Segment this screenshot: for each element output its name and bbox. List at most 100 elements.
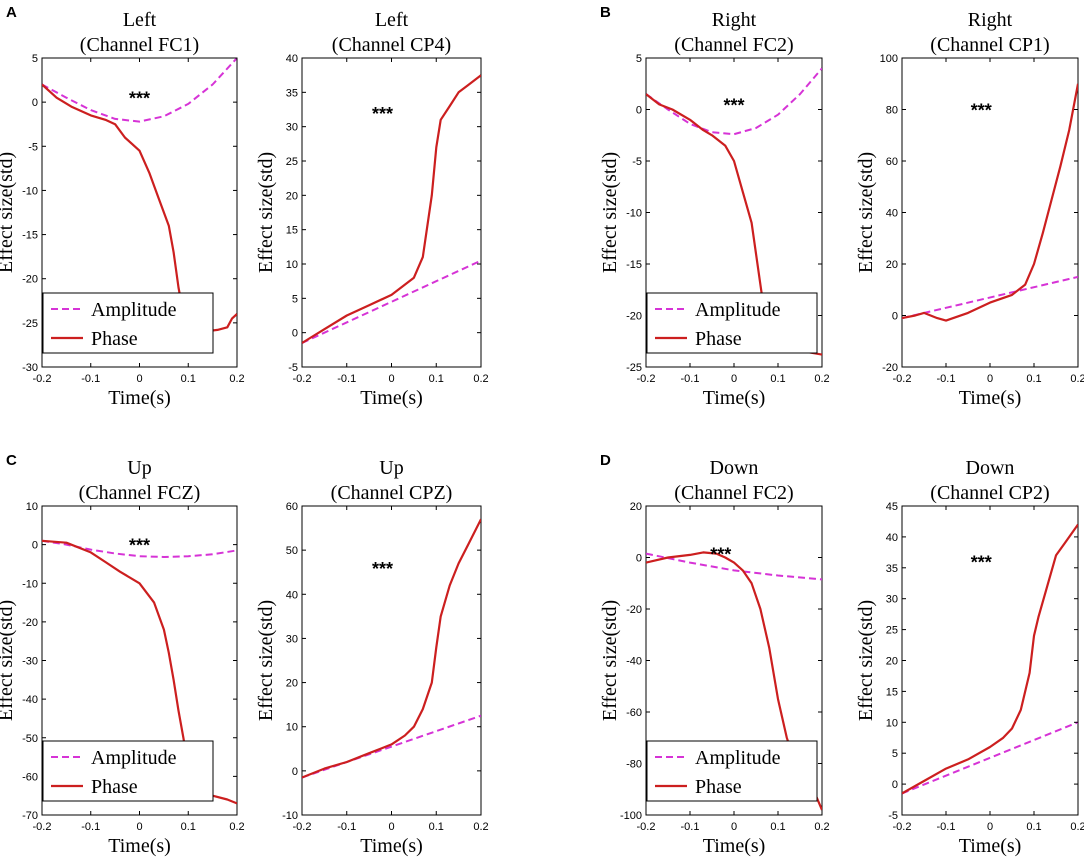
x-tick-label: 0.2 bbox=[814, 821, 829, 833]
x-axis-label: Time(s) bbox=[108, 835, 171, 857]
y-tick-label: -80 bbox=[626, 759, 642, 771]
y-tick-label: -50 bbox=[22, 733, 38, 745]
y-tick-label: 15 bbox=[886, 686, 898, 698]
x-tick-label: -0.2 bbox=[293, 821, 312, 833]
y-tick-label: 45 bbox=[886, 501, 898, 513]
plot-title-line2: (Channel CPZ) bbox=[331, 482, 453, 504]
y-tick-label: 10 bbox=[286, 722, 298, 734]
y-tick-label: 0 bbox=[292, 328, 298, 340]
y-axis-label: Effect size(std) bbox=[255, 600, 277, 721]
significance-stars: *** bbox=[129, 89, 150, 109]
y-tick-label: -20 bbox=[626, 311, 642, 323]
y-tick-label: 10 bbox=[286, 259, 298, 271]
x-tick-label: -0.1 bbox=[937, 821, 956, 833]
y-tick-label: 40 bbox=[286, 589, 298, 601]
y-tick-label: -60 bbox=[22, 771, 38, 783]
y-tick-label: -70 bbox=[22, 810, 38, 822]
panel-letter: A bbox=[6, 4, 17, 21]
y-tick-label: 30 bbox=[286, 122, 298, 134]
y-tick-label: -15 bbox=[626, 259, 642, 271]
y-tick-label: 0 bbox=[32, 97, 38, 109]
y-tick-label: -5 bbox=[28, 141, 38, 153]
phase-series-line bbox=[302, 74, 481, 344]
x-tick-label: -0.1 bbox=[681, 373, 700, 385]
legend-box bbox=[646, 740, 818, 802]
y-tick-label: -15 bbox=[22, 230, 38, 242]
legend-box bbox=[42, 740, 214, 802]
y-tick-label: 20 bbox=[286, 190, 298, 202]
x-axis-label: Time(s) bbox=[108, 387, 171, 409]
y-tick-label: -40 bbox=[626, 656, 642, 668]
y-tick-label: 20 bbox=[630, 501, 642, 513]
y-tick-label: 0 bbox=[892, 779, 898, 791]
x-tick-label: 0.1 bbox=[1026, 373, 1041, 385]
significance-stars: *** bbox=[971, 101, 992, 121]
y-tick-label: -10 bbox=[282, 810, 298, 822]
panel-letter: D bbox=[600, 452, 611, 469]
y-axis-label: Effect size(std) bbox=[599, 600, 621, 721]
y-tick-label: -10 bbox=[626, 208, 642, 220]
y-tick-label: 100 bbox=[880, 53, 898, 65]
y-tick-label: 0 bbox=[292, 766, 298, 778]
x-tick-label: 0.1 bbox=[770, 821, 785, 833]
plot-title-line2: (Channel FCZ) bbox=[79, 482, 201, 504]
y-tick-label: 5 bbox=[636, 53, 642, 65]
phase-series-line bbox=[42, 83, 237, 333]
x-tick-label: 0 bbox=[731, 821, 737, 833]
y-tick-label: 30 bbox=[886, 594, 898, 606]
amplitude-series-line bbox=[42, 58, 237, 123]
plot-title-line2: (Channel FC1) bbox=[80, 34, 199, 56]
plot-title-line2: (Channel CP2) bbox=[930, 482, 1049, 504]
significance-stars: *** bbox=[971, 553, 992, 573]
y-tick-label: 60 bbox=[886, 156, 898, 168]
y-tick-label: 35 bbox=[286, 87, 298, 99]
y-tick-label: -30 bbox=[22, 362, 38, 374]
plot-title-line2: (Channel CP4) bbox=[332, 34, 451, 56]
x-tick-label: -0.1 bbox=[81, 373, 100, 385]
y-tick-label: -100 bbox=[620, 810, 642, 822]
x-tick-label: 0 bbox=[987, 821, 993, 833]
y-tick-label: -20 bbox=[22, 617, 38, 629]
x-tick-label: -0.2 bbox=[893, 373, 912, 385]
x-tick-label: 0 bbox=[136, 821, 142, 833]
plot-title-line2: (Channel CP1) bbox=[930, 34, 1049, 56]
plot-title-line1: Right bbox=[968, 9, 1013, 31]
y-tick-label: 20 bbox=[886, 259, 898, 271]
x-tick-label: 0 bbox=[388, 821, 394, 833]
y-tick-label: 5 bbox=[32, 53, 38, 65]
legend-box bbox=[646, 292, 818, 354]
y-tick-label: 40 bbox=[886, 532, 898, 544]
x-tick-label: 0.2 bbox=[473, 373, 488, 385]
y-tick-label: 50 bbox=[286, 545, 298, 557]
legend-box bbox=[42, 292, 214, 354]
plot-title-line1: Down bbox=[966, 457, 1015, 479]
y-tick-label: 5 bbox=[892, 748, 898, 760]
y-axis-label: Effect size(std) bbox=[855, 152, 877, 273]
y-tick-label: 5 bbox=[292, 293, 298, 305]
phase-series-line bbox=[902, 523, 1078, 795]
x-tick-label: 0.1 bbox=[1026, 821, 1041, 833]
panel-letter: B bbox=[600, 4, 611, 21]
amplitude-series-line bbox=[902, 275, 1078, 320]
significance-stars: *** bbox=[710, 545, 731, 565]
plot-title-line1: Right bbox=[712, 9, 757, 31]
plot-title-line1: Down bbox=[710, 457, 759, 479]
y-tick-label: 0 bbox=[32, 540, 38, 552]
x-tick-label: 0.2 bbox=[814, 373, 829, 385]
x-tick-label: 0 bbox=[731, 373, 737, 385]
y-tick-label: 35 bbox=[886, 563, 898, 575]
x-tick-label: 0.2 bbox=[1070, 821, 1084, 833]
y-axis-label: Effect size(std) bbox=[0, 600, 17, 721]
y-tick-label: 20 bbox=[286, 678, 298, 690]
x-tick-label: -0.2 bbox=[33, 373, 52, 385]
x-axis-label: Time(s) bbox=[959, 387, 1022, 409]
y-axis-label: Effect size(std) bbox=[599, 152, 621, 273]
x-axis-label: Time(s) bbox=[360, 835, 423, 857]
y-tick-label: 25 bbox=[286, 156, 298, 168]
legend-label-phase: Phase bbox=[91, 776, 138, 798]
x-axis-label: Time(s) bbox=[703, 835, 766, 857]
legend-label-phase: Phase bbox=[91, 328, 138, 350]
y-tick-label: 80 bbox=[886, 105, 898, 117]
x-axis-label: Time(s) bbox=[360, 387, 423, 409]
